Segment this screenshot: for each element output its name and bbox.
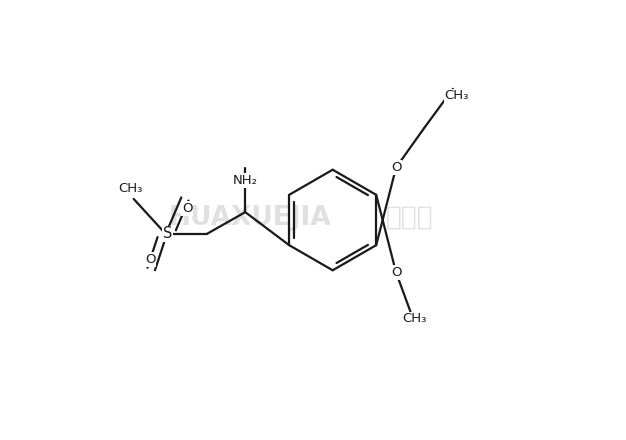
Text: CH₃: CH₃ bbox=[118, 182, 143, 195]
Text: O: O bbox=[391, 161, 401, 174]
Text: CH₃: CH₃ bbox=[402, 312, 426, 325]
Text: NH₂: NH₂ bbox=[233, 174, 258, 187]
Text: O: O bbox=[391, 266, 401, 279]
Text: O: O bbox=[182, 202, 192, 215]
Text: 化学加: 化学加 bbox=[386, 205, 433, 231]
Text: O: O bbox=[145, 253, 156, 266]
Text: S: S bbox=[163, 227, 173, 242]
Text: CH₃: CH₃ bbox=[444, 89, 469, 103]
Text: HUAXUEJIA: HUAXUEJIA bbox=[168, 205, 331, 231]
